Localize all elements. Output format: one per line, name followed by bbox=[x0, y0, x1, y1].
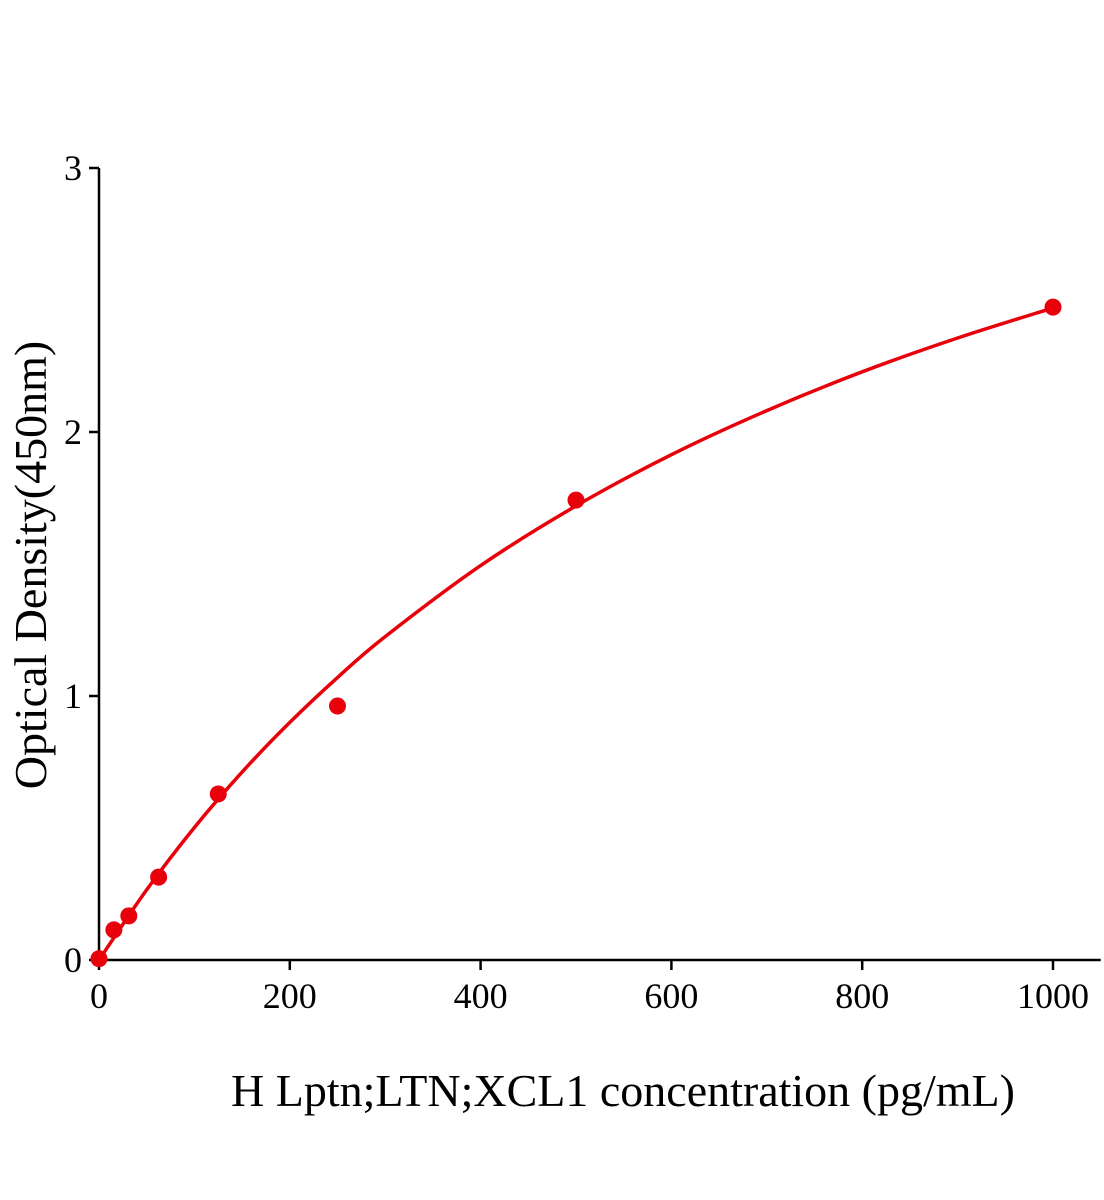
data-point bbox=[150, 868, 168, 886]
x-tick-label: 400 bbox=[454, 976, 508, 1016]
data-points bbox=[90, 298, 1062, 968]
fit-curve bbox=[97, 306, 1054, 961]
axes: 0 200 400 600 800 1000 0 1 2 3 bbox=[64, 148, 1101, 1016]
x-tick-label: 800 bbox=[835, 976, 889, 1016]
data-point bbox=[1044, 298, 1062, 316]
x-tick-label: 600 bbox=[644, 976, 698, 1016]
x-tick-label: 200 bbox=[263, 976, 317, 1016]
data-point bbox=[209, 785, 227, 803]
data-point bbox=[567, 491, 585, 509]
y-tick-label: 3 bbox=[64, 148, 82, 188]
x-tick-label: 0 bbox=[90, 976, 108, 1016]
y-axis-title: Optical Density(450nm) bbox=[5, 341, 56, 789]
data-point bbox=[120, 907, 138, 925]
y-tick-label: 0 bbox=[64, 940, 82, 980]
data-point bbox=[90, 950, 108, 968]
x-axis-title: H Lptn;LTN;XCL1 concentration (pg/mL) bbox=[231, 1065, 1015, 1116]
y-tick-label: 1 bbox=[64, 676, 82, 716]
data-point bbox=[329, 697, 346, 715]
data-point bbox=[105, 921, 123, 939]
y-tick-label: 2 bbox=[64, 412, 82, 452]
x-tick-label: 1000 bbox=[1017, 976, 1089, 1016]
